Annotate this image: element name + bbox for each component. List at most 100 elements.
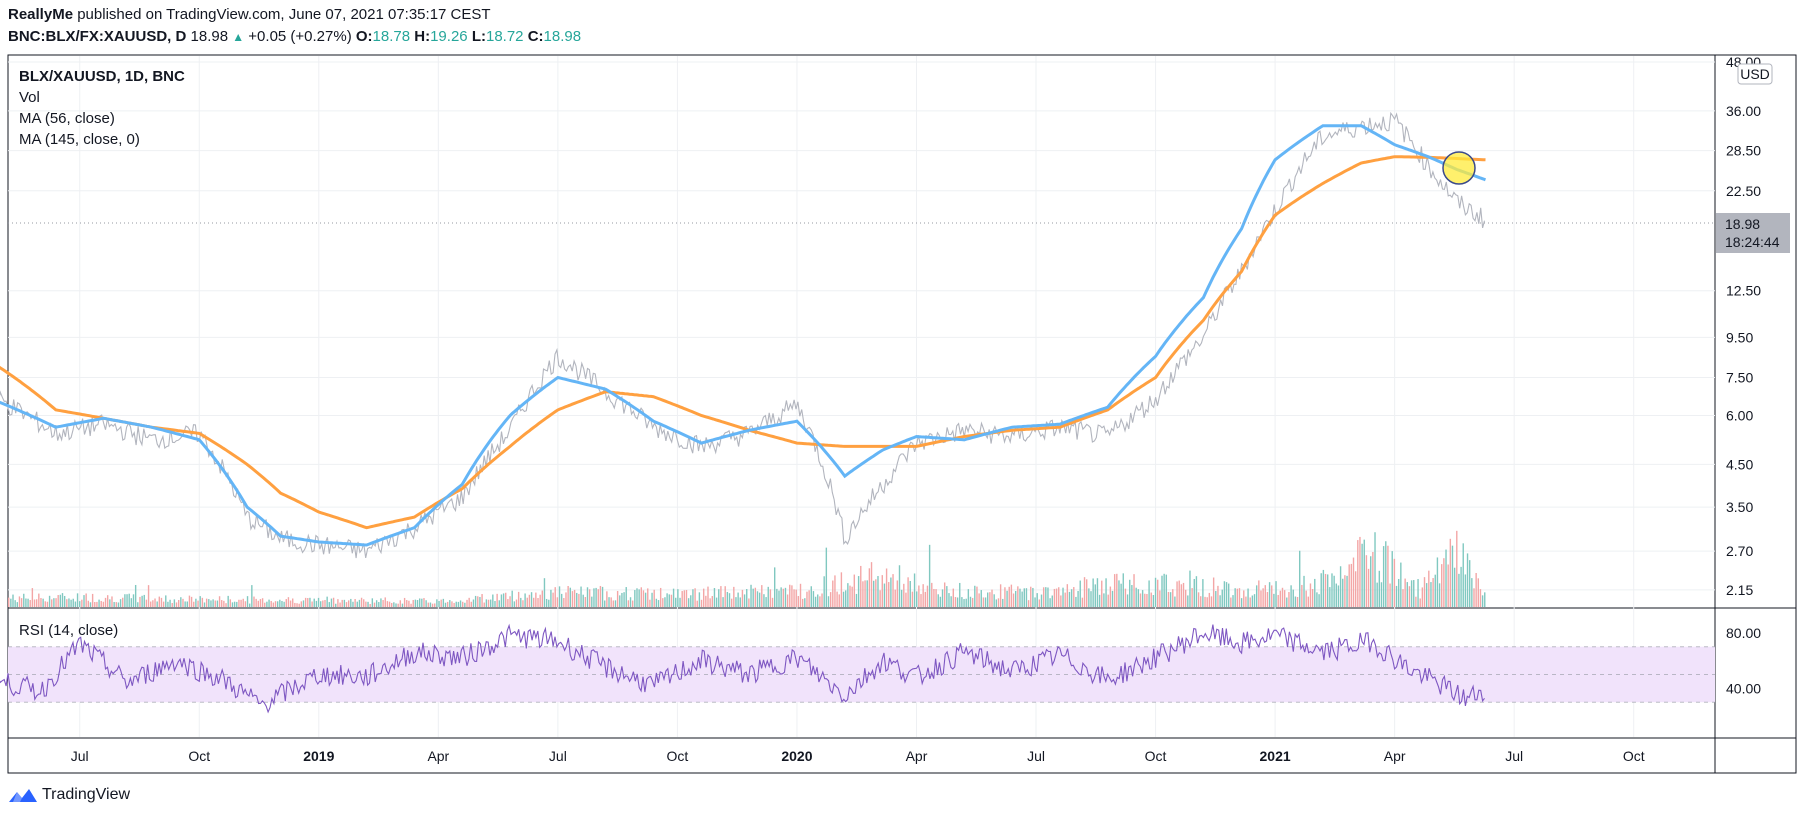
- currency-badge-box[interactable]: [1737, 63, 1773, 85]
- volume-bar: [1047, 587, 1049, 607]
- volume-bar: [57, 595, 59, 607]
- volume-bar: [317, 597, 320, 607]
- volume-bar: [446, 601, 449, 607]
- volume-bar: [255, 598, 257, 607]
- volume-bar: [786, 594, 789, 607]
- volume-bar: [750, 584, 752, 607]
- volume-bar: [375, 600, 378, 607]
- volume-bar: [390, 602, 393, 607]
- volume-bar: [466, 599, 468, 607]
- volume-bar: [636, 588, 638, 607]
- volume-bar: [496, 593, 498, 607]
- volume-bar: [692, 589, 694, 607]
- volume-bar: [1481, 595, 1484, 607]
- volume-bar: [647, 588, 649, 607]
- volume-bar: [225, 603, 227, 607]
- volume-bar: [1268, 582, 1271, 607]
- volume-bar: [1434, 574, 1436, 607]
- volume-bar: [1148, 580, 1150, 607]
- volume-bar: [1135, 587, 1137, 607]
- volume-bar: [1316, 592, 1318, 607]
- volume-bar: [1423, 577, 1426, 607]
- volume-bar: [1206, 597, 1208, 607]
- volume-bar: [993, 594, 995, 607]
- volume-bar: [1438, 583, 1441, 607]
- volume-bar: [214, 600, 216, 607]
- volume-bar: [1432, 578, 1434, 607]
- volume-bar: [1228, 583, 1230, 607]
- price-tick-label: 3.50: [1726, 499, 1753, 515]
- volume-bar: [1415, 596, 1417, 607]
- volume-bar: [552, 592, 554, 607]
- volume-bar: [371, 598, 374, 607]
- volume-bar: [593, 588, 595, 607]
- volume-bar: [98, 599, 100, 607]
- volume-bar: [1243, 590, 1245, 607]
- volume-bar: [1303, 575, 1305, 607]
- crossover-highlight-circle[interactable]: [1442, 151, 1476, 185]
- volume-bar: [1187, 595, 1189, 607]
- volume-bar: [576, 592, 578, 607]
- volume-bar: [1120, 583, 1122, 607]
- volume-bar: [900, 589, 903, 607]
- low-value: 18.72: [485, 28, 524, 45]
- volume-bar: [104, 597, 107, 607]
- volume-bar: [1324, 573, 1327, 607]
- volume-bar: [89, 602, 92, 607]
- volume-bar: [1225, 582, 1228, 607]
- volume-bar: [352, 601, 354, 607]
- volume-bar: [894, 589, 896, 607]
- currency-badge[interactable]: USD: [1737, 63, 1773, 85]
- volume-bar: [1406, 582, 1408, 607]
- volume-bar: [687, 598, 690, 607]
- volume-bar: [285, 599, 287, 607]
- volume-bar: [733, 586, 735, 607]
- volume-bar: [1116, 573, 1118, 607]
- price-change: +0.05 (+0.27%): [248, 28, 352, 45]
- rsi-path: [0, 623, 1485, 714]
- volume-bar: [42, 598, 44, 607]
- footer[interactable]: TradingView: [8, 786, 130, 804]
- volume-bar: [296, 603, 298, 607]
- volume-bar: [132, 594, 135, 607]
- volume-bar: [1154, 577, 1157, 607]
- volume-bar: [821, 593, 823, 607]
- volume-bar: [218, 596, 221, 607]
- volume-bar: [1247, 588, 1249, 607]
- volume-bar: [1019, 588, 1021, 607]
- volume-bar: [1258, 580, 1260, 607]
- volume-bar: [298, 603, 300, 607]
- volume-bar: [1468, 560, 1471, 607]
- volume-bar: [1348, 564, 1350, 607]
- volume-bar: [634, 590, 636, 607]
- grid: [8, 56, 1715, 737]
- volume-bar: [68, 598, 70, 607]
- volume-bar: [752, 588, 754, 607]
- volume-bar: [550, 589, 552, 607]
- volume-bar: [819, 596, 821, 607]
- volume-bar: [885, 568, 888, 607]
- volume-bar: [1045, 587, 1047, 607]
- volume-bar: [436, 599, 438, 607]
- volume-bar: [119, 599, 122, 607]
- volume-bar: [537, 598, 539, 607]
- volume-bar: [274, 601, 277, 607]
- volume-bar: [580, 586, 582, 607]
- volume-bar: [1260, 590, 1262, 607]
- chart-canvas[interactable]: BLX/XAUUSD, 1D, BNC Vol MA (56, close) M…: [0, 0, 1805, 780]
- volume-bar: [1070, 589, 1073, 607]
- volume-bar: [70, 599, 72, 607]
- rsi-tick-label: 80.00: [1726, 625, 1761, 641]
- volume-bar: [683, 590, 686, 607]
- volume-bar: [989, 592, 991, 607]
- volume-bar: [864, 580, 866, 607]
- volume-bar: [1182, 582, 1185, 607]
- volume-bar: [1008, 586, 1010, 607]
- month-tick-label: Apr: [427, 748, 449, 764]
- volume-bar: [679, 597, 681, 607]
- price-axis: 2.15 2.70 3.50 4.50 6.00 7.50 9.50 12.50 22.50 28…: [1726, 54, 1761, 598]
- volume-bar: [1466, 553, 1469, 607]
- volume-bar: [565, 592, 567, 607]
- volume-bar: [421, 598, 423, 607]
- volume-bar: [365, 601, 367, 607]
